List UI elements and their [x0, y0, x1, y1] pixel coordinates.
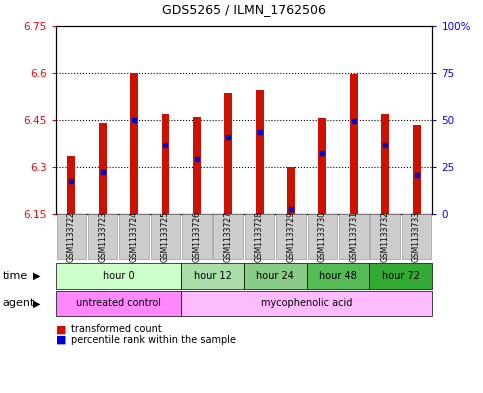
Bar [412, 125, 421, 214]
Text: agent: agent [2, 298, 35, 309]
Bar [161, 114, 170, 214]
Text: GSM1133729: GSM1133729 [286, 211, 296, 262]
Text: time: time [2, 271, 28, 281]
Text: ■: ■ [56, 324, 66, 334]
Bar [287, 167, 295, 214]
Text: untreated control: untreated control [76, 298, 161, 309]
Text: ■: ■ [56, 335, 66, 345]
Text: hour 24: hour 24 [256, 271, 294, 281]
Text: hour 12: hour 12 [194, 271, 231, 281]
Text: GSM1133724: GSM1133724 [129, 211, 139, 262]
Text: transformed count: transformed count [71, 324, 162, 334]
Text: GSM1133732: GSM1133732 [381, 211, 390, 262]
Text: GSM1133733: GSM1133733 [412, 211, 421, 263]
Text: GSM1133731: GSM1133731 [349, 211, 358, 262]
Text: GSM1133722: GSM1133722 [67, 211, 76, 262]
Text: ▶: ▶ [32, 298, 40, 309]
Bar [67, 156, 75, 214]
Bar [193, 117, 201, 214]
Text: GSM1133723: GSM1133723 [98, 211, 107, 262]
Text: hour 48: hour 48 [319, 271, 357, 281]
Text: GSM1133727: GSM1133727 [224, 211, 233, 262]
Text: mycophenolic acid: mycophenolic acid [261, 298, 353, 309]
Text: GSM1133726: GSM1133726 [192, 211, 201, 262]
Bar [256, 90, 264, 214]
Text: ▶: ▶ [32, 271, 40, 281]
Bar [224, 93, 232, 214]
Text: GDS5265 / ILMN_1762506: GDS5265 / ILMN_1762506 [162, 3, 326, 16]
Text: GSM1133725: GSM1133725 [161, 211, 170, 262]
Text: GSM1133728: GSM1133728 [255, 211, 264, 262]
Text: percentile rank within the sample: percentile rank within the sample [71, 335, 237, 345]
Text: hour 0: hour 0 [102, 271, 134, 281]
Text: GSM1133730: GSM1133730 [318, 211, 327, 263]
Text: hour 72: hour 72 [382, 271, 420, 281]
Bar [350, 74, 358, 214]
Bar [99, 123, 107, 214]
Bar [130, 73, 138, 214]
Bar [318, 118, 327, 214]
Bar [381, 114, 389, 214]
